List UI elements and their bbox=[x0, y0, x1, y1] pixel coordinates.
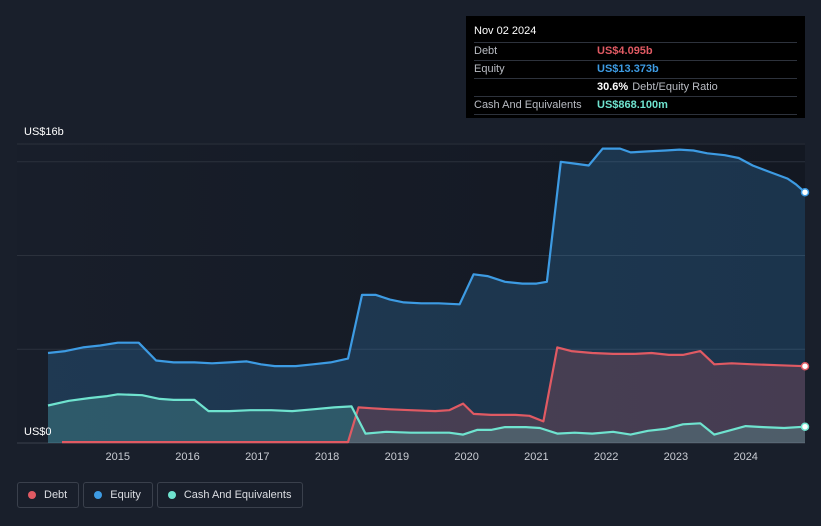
x-tick-label: 2023 bbox=[664, 451, 688, 463]
equity-area bbox=[48, 148, 805, 443]
cash-and-equivalents-area bbox=[48, 394, 805, 443]
chart-legend: Debt Equity Cash And Equivalents bbox=[17, 482, 307, 508]
x-tick-label: 2018 bbox=[315, 451, 339, 463]
x-tick-label: 2024 bbox=[733, 451, 757, 463]
x-tick-label: 2021 bbox=[524, 451, 548, 463]
x-tick-label: 2015 bbox=[106, 451, 130, 463]
x-tick-label: 2017 bbox=[245, 451, 269, 463]
tooltip-suffix: Debt/Equity Ratio bbox=[632, 81, 718, 93]
legend-item-equity[interactable]: Equity bbox=[83, 482, 153, 508]
legend-label: Equity bbox=[110, 489, 141, 501]
tooltip-label: Equity bbox=[474, 63, 505, 75]
tooltip-row-debt: Debt US$4.095b bbox=[474, 42, 797, 60]
plot-background bbox=[17, 143, 805, 443]
tooltip-row-cash: Cash And Equivalents US$868.100m bbox=[474, 96, 797, 115]
tooltip-label: Debt bbox=[474, 45, 498, 57]
debt-area bbox=[62, 347, 805, 443]
tooltip-value: US$4.095b bbox=[597, 45, 653, 57]
tooltip-panel: Nov 02 2024 Debt US$4.095b Equity US$13.… bbox=[466, 16, 805, 118]
equity-end-marker bbox=[800, 188, 810, 197]
y-axis-top-label: US$16b bbox=[24, 126, 64, 138]
equity-line bbox=[47, 147, 806, 368]
tooltip-row-equity: Equity US$13.373b bbox=[474, 60, 797, 78]
legend-label: Debt bbox=[44, 489, 68, 501]
series-areas bbox=[48, 148, 805, 443]
x-tick-label: 2022 bbox=[594, 451, 618, 463]
x-tick-label: 2020 bbox=[454, 451, 478, 463]
cash-and-equivalents-line bbox=[47, 393, 806, 436]
legend-dot-icon bbox=[94, 491, 103, 499]
tooltip-value: 30.6% bbox=[597, 81, 629, 93]
legend-dot-icon bbox=[167, 491, 176, 499]
tooltip-date: Nov 02 2024 bbox=[474, 25, 537, 37]
x-tick-label: 2016 bbox=[175, 451, 199, 463]
series-end-markers bbox=[800, 188, 810, 431]
series-lines bbox=[47, 147, 806, 444]
x-axis-ticks: 2015 2016 2017 2018 2019 2020 2021 2022 2023 2024 bbox=[106, 451, 758, 463]
legend-label: Cash And Equivalents bbox=[183, 489, 292, 501]
cash-and-equivalents-end-marker bbox=[800, 422, 810, 431]
tooltip-value: US$13.373b bbox=[597, 63, 659, 75]
legend-dot-icon bbox=[28, 491, 36, 499]
tooltip-label: Cash And Equivalents bbox=[474, 99, 582, 111]
debt-end-marker bbox=[800, 361, 810, 371]
legend-item-debt[interactable]: Debt bbox=[17, 482, 80, 508]
tooltip-row-ratio: 30.6% Debt/Equity Ratio bbox=[474, 78, 797, 96]
y-axis-bottom-label: US$0 bbox=[24, 426, 52, 438]
legend-item-cash[interactable]: Cash And Equivalents bbox=[156, 482, 304, 508]
debt-line bbox=[62, 346, 806, 444]
tooltip-label bbox=[474, 79, 597, 96]
x-tick-label: 2019 bbox=[385, 451, 409, 463]
tooltip-value: US$868.100m bbox=[597, 99, 668, 111]
